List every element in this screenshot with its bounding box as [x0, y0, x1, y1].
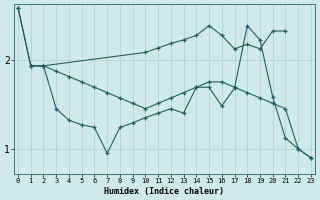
X-axis label: Humidex (Indice chaleur): Humidex (Indice chaleur) — [104, 187, 224, 196]
